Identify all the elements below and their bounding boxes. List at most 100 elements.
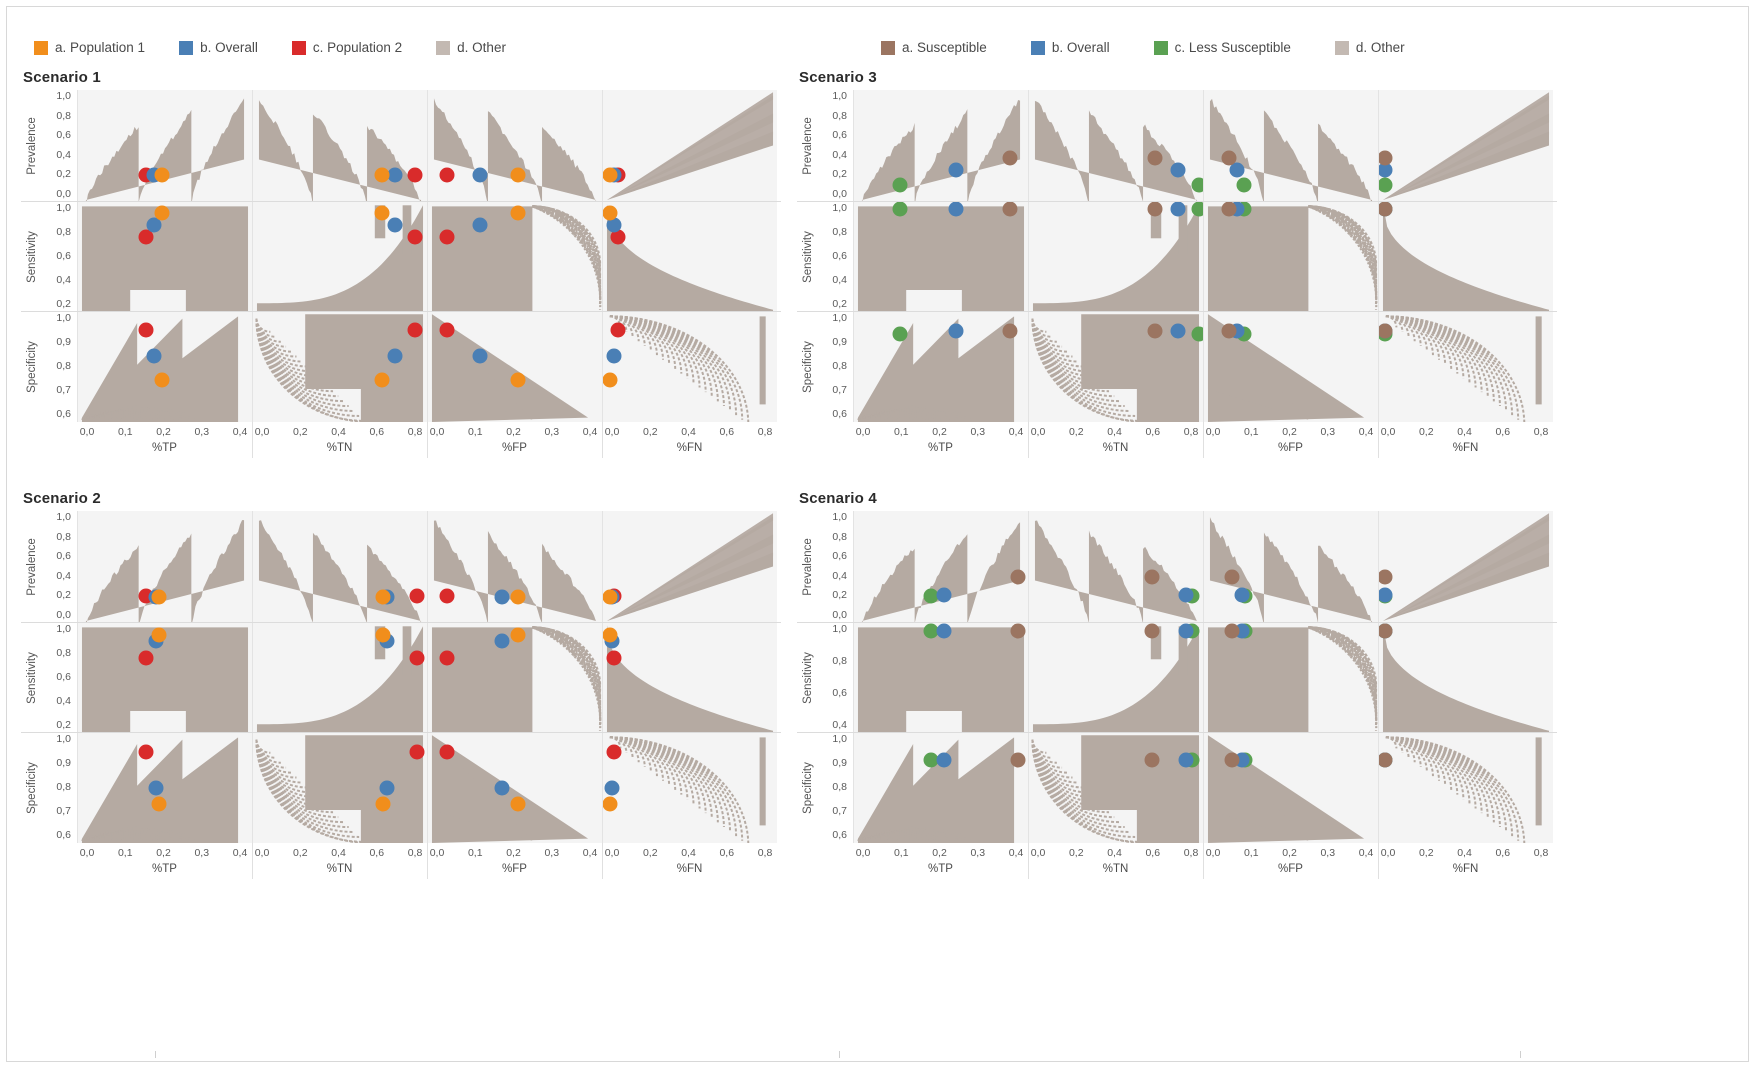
plot-cell — [1378, 312, 1553, 422]
x-tick-labels: 0,0 0,2 0,4 0,6 0,8 — [602, 847, 777, 862]
data-point-marker — [1224, 752, 1240, 768]
data-point-marker — [1010, 569, 1026, 585]
data-point-marker — [407, 322, 423, 338]
data-point-marker — [375, 589, 391, 604]
data-point-marker — [439, 588, 455, 604]
x-tick-labels: 0,0 0,2 0,4 0,6 0,8 — [252, 426, 427, 441]
bottom-tick-marks — [7, 1047, 1748, 1065]
plot-cell — [853, 511, 1028, 623]
data-point-marker — [1010, 752, 1026, 768]
y-tick-labels: 1,0 0,9 0,8 0,7 0,6 — [819, 312, 849, 422]
y-tick-label: 0,4 — [832, 569, 847, 582]
x-tick-label: 0,8 — [757, 426, 773, 438]
data-point-marker — [603, 589, 618, 604]
x-tick-labels: 0,0 0,1 0,2 0,3 0,4 — [427, 426, 602, 441]
plot-band-area — [854, 312, 1028, 422]
plot-band-area — [1204, 623, 1378, 733]
plot-cell — [853, 623, 1028, 733]
x-tick-label: 0,6 — [719, 426, 735, 438]
plot-band-area — [1029, 623, 1203, 733]
plot-band-area — [428, 511, 602, 623]
x-tick-label: 0,3 — [544, 847, 560, 859]
x-tick-label: 0,8 — [1183, 426, 1199, 438]
plot-band-area — [253, 202, 427, 312]
y-tick-label: 0,2 — [832, 168, 847, 181]
x-tick-labels: 0,0 0,1 0,2 0,3 0,4 — [853, 847, 1028, 862]
data-point-marker — [374, 167, 390, 183]
y-tick-label: 1,0 — [56, 90, 71, 102]
legend-overall-swatch — [179, 40, 194, 55]
x-tick-label: 0,0 — [1380, 426, 1396, 438]
plot-band-area — [1029, 90, 1203, 202]
data-point-marker — [603, 796, 618, 812]
row-axis-label: Sensitivity — [797, 623, 819, 733]
y-tick-label: 0,8 — [832, 109, 847, 122]
y-tick-label: 1,0 — [56, 202, 71, 214]
y-tick-label: 0,4 — [832, 148, 847, 161]
x-tick-label: 0,0 — [855, 426, 871, 438]
plot-cell — [1028, 90, 1203, 202]
x-axis-title: %TN — [1102, 442, 1129, 454]
data-point-marker — [1229, 162, 1245, 178]
plot-band-area — [428, 312, 602, 422]
plot-cell — [602, 312, 777, 422]
x-axis-title: %TP — [928, 863, 953, 875]
x-tick-label: 0,2 — [292, 847, 308, 859]
plot-band-area — [603, 623, 777, 733]
x-tick-labels: 0,0 0,2 0,4 0,6 0,8 — [1378, 847, 1553, 862]
y-tick-label: 0,8 — [832, 655, 847, 667]
data-point-marker — [472, 217, 488, 233]
x-tick-label: 0,1 — [467, 847, 483, 859]
plot-cell — [602, 623, 777, 733]
y-tick-label: 0,7 — [56, 805, 71, 817]
y-tick-label: 0,8 — [56, 360, 71, 372]
x-tick-label: 0,3 — [970, 426, 986, 438]
x-tick-label: 0,2 — [506, 847, 521, 859]
data-point-marker — [151, 796, 167, 812]
plot-cell — [1378, 733, 1553, 843]
row-axis-label-text: Sensitivity — [802, 652, 814, 704]
x-tick-label: 0,4 — [582, 426, 598, 438]
legend-population-2-swatch — [291, 40, 306, 55]
data-point-marker — [151, 589, 167, 604]
x-tick-label: 0,0 — [79, 426, 95, 438]
legend-overall-label: b. Overall — [1051, 40, 1110, 55]
column-separator — [1028, 422, 1029, 458]
row-separator — [21, 311, 781, 312]
data-point-marker — [1002, 323, 1018, 339]
plot-cell — [1203, 90, 1378, 202]
plot-cell — [1378, 90, 1553, 202]
legend-susceptible-label: a. Susceptible — [902, 40, 987, 55]
x-tick-label: 0,8 — [407, 426, 423, 438]
x-tick-labels: 0,0 0,1 0,2 0,3 0,4 — [1203, 426, 1378, 441]
plot-cell — [427, 202, 602, 312]
plot-cell — [853, 90, 1028, 202]
y-tick-label: 1,0 — [56, 511, 71, 523]
y-tick-label: 0,2 — [56, 298, 71, 310]
scenario-block: Scenario 4 Prevalence 1,0 0,8 0,6 0,4 0,2 0,0 Se… — [797, 490, 1557, 881]
plot-band-area — [603, 202, 777, 312]
y-tick-label: 0,9 — [56, 336, 71, 348]
scenario-title: Scenario 4 — [799, 490, 877, 507]
plot-cell — [252, 511, 427, 623]
data-point-marker — [1379, 587, 1393, 602]
legend-other-swatch — [1334, 40, 1349, 55]
data-point-marker — [407, 229, 423, 245]
column-separator — [1203, 422, 1204, 458]
y-tick-label: 0,0 — [832, 188, 847, 200]
plot-cell — [1203, 312, 1378, 422]
x-tick-label: 0,2 — [932, 426, 947, 438]
x-axis-title: %FP — [1278, 863, 1303, 875]
data-point-marker — [1147, 323, 1163, 339]
plot-band-area — [253, 90, 427, 202]
row-axis-label-text: Prevalence — [802, 538, 815, 596]
x-tick-labels: 0,0 0,1 0,2 0,3 0,4 — [1203, 847, 1378, 862]
plot-matrix: Prevalence 1,0 0,8 0,6 0,4 0,2 0,0 Sensitivity 1… — [21, 511, 781, 881]
plot-band-area — [428, 733, 602, 843]
x-tick-labels: 0,0 0,2 0,4 0,6 0,8 — [1378, 426, 1553, 441]
y-tick-label: 0,4 — [56, 148, 71, 161]
legend-entry: d. Other — [1334, 40, 1405, 55]
x-tick-label: 0,2 — [156, 847, 171, 859]
plot-cell — [853, 312, 1028, 422]
x-tick-label: 0,2 — [1282, 847, 1297, 859]
